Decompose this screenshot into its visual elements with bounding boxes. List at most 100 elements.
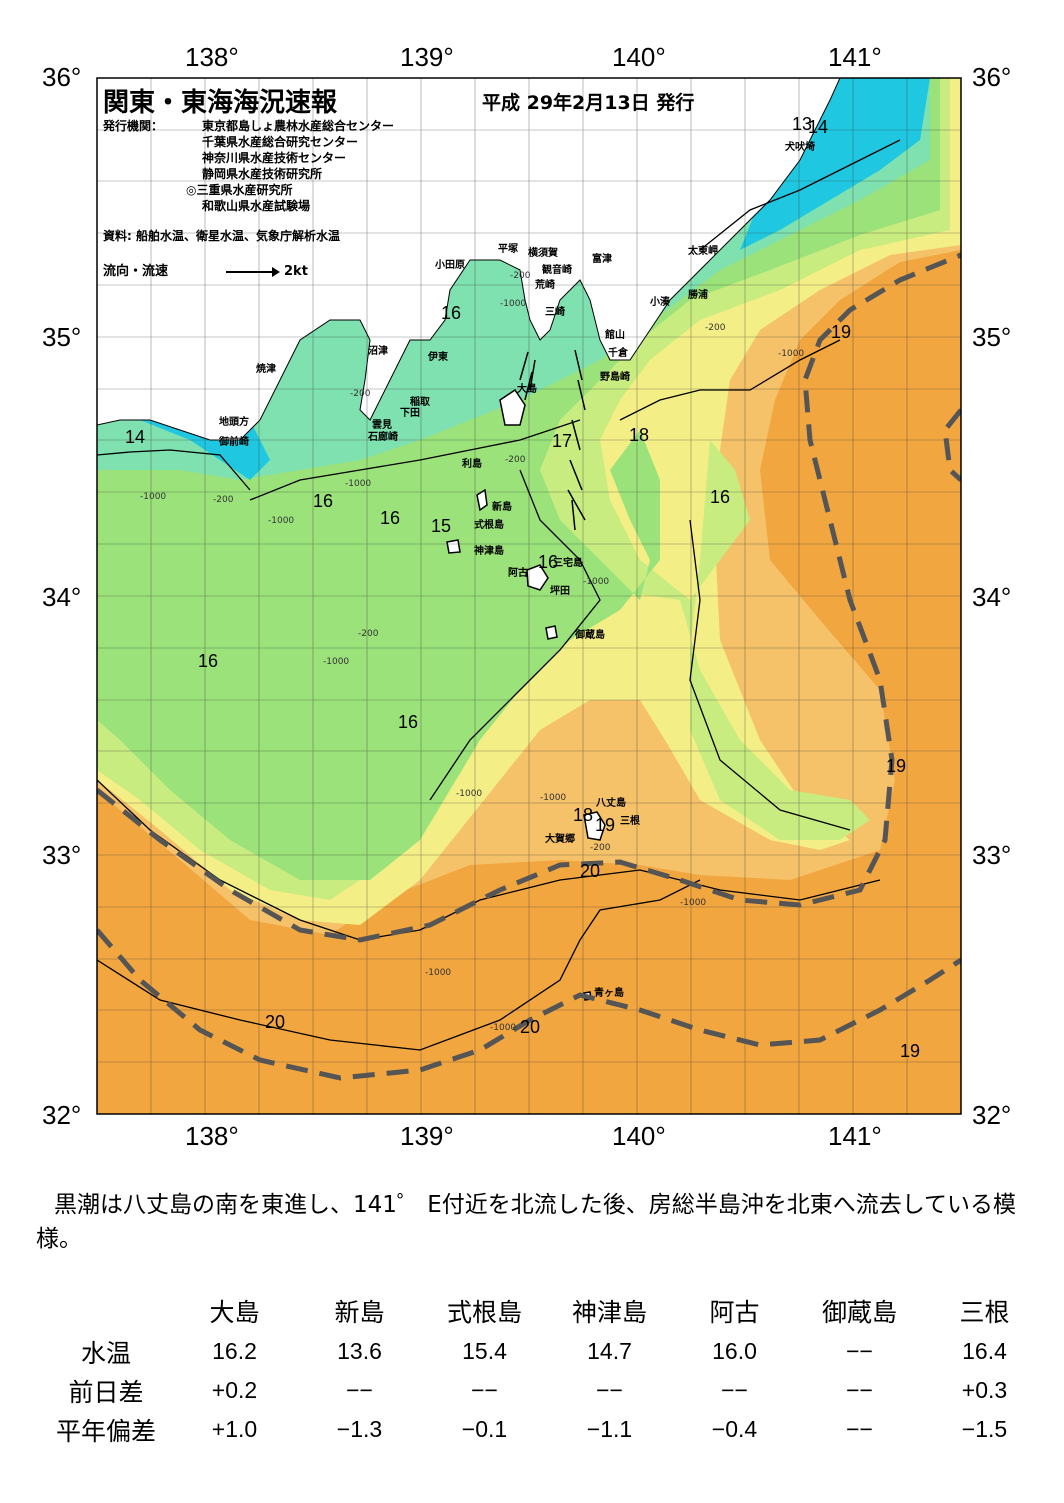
svg-text:20: 20: [520, 1017, 540, 1037]
row-label: 水温: [80, 1338, 131, 1368]
svg-text:利島: 利島: [462, 457, 482, 470]
svg-text:地頭方: 地頭方: [219, 415, 249, 428]
svg-text:-1000: -1000: [268, 516, 294, 526]
table-cell: −−: [846, 1338, 873, 1364]
table-row: 水温 16.2 13.6 15.4 14.7 16.0 −− 16.4: [40, 1332, 1047, 1371]
publisher-item: ◎三重県水産研究所: [186, 183, 293, 197]
issue-date: 平成 29年2月13日 発行: [482, 92, 695, 114]
lat-tick-label: 33°: [42, 840, 81, 870]
lon-tick-label: 138°: [185, 42, 239, 72]
publisher-item: 静岡県水産技術研究所: [202, 167, 323, 181]
svg-text:阿古: 阿古: [508, 566, 528, 579]
lon-tick-label: 140°: [612, 42, 666, 72]
current-vectors: [519, 349, 586, 531]
lat-tick-label: 35°: [972, 322, 1011, 352]
svg-text:-200: -200: [213, 495, 234, 505]
svg-text:15: 15: [431, 516, 451, 536]
svg-text:新島: 新島: [492, 500, 512, 513]
table-cell: +0.3: [961, 1377, 1008, 1403]
lat-ticks-right: 36° 35° 34° 33° 32°: [972, 62, 1011, 1130]
legend-arrow-icon: [226, 271, 278, 273]
svg-text:-1000: -1000: [500, 299, 526, 309]
svg-text:-1000: -1000: [456, 789, 482, 799]
table-cell: −0.4: [711, 1416, 758, 1442]
table-cell: −−: [721, 1377, 748, 1403]
publisher-list: 東京都島しょ農林水産総合センター 千葉県水産総合研究センター 神奈川県水産技術セ…: [186, 118, 394, 214]
svg-text:下田: 下田: [400, 407, 420, 419]
svg-text:-1000: -1000: [140, 492, 166, 502]
svg-text:青ヶ島: 青ヶ島: [594, 986, 624, 999]
svg-text:16: 16: [538, 552, 558, 572]
svg-text:-200: -200: [358, 629, 379, 639]
land-oshima: [499, 388, 526, 426]
map-frame: [96, 77, 962, 1115]
svg-text:坪田: 坪田: [550, 584, 570, 597]
lon-ticks-bottom: 138° 139° 140° 141°: [185, 1121, 882, 1151]
table-cell: −−: [846, 1377, 873, 1403]
table-cell: −−: [346, 1377, 373, 1403]
svg-text:-200: -200: [705, 323, 726, 333]
svg-text:館山: 館山: [604, 328, 625, 341]
table-cell: 16.2: [212, 1338, 257, 1364]
svg-text:-200: -200: [590, 843, 611, 853]
svg-text:野島崎: 野島崎: [600, 370, 630, 383]
svg-text:17: 17: [552, 431, 572, 451]
svg-text:大島: 大島: [517, 382, 537, 395]
publisher-item: 東京都島しょ農林水産総合センター: [202, 119, 395, 133]
svg-text:-1000: -1000: [425, 968, 451, 978]
lon-tick-label: 138°: [185, 1121, 239, 1151]
svg-text:太東岬: 太東岬: [687, 244, 718, 257]
svg-text:18: 18: [573, 805, 593, 825]
svg-text:-1000: -1000: [490, 1023, 516, 1033]
svg-text:千倉: 千倉: [608, 346, 629, 359]
svg-text:-1000: -1000: [345, 479, 371, 489]
legend-scale: 2kt: [284, 264, 308, 279]
lon-tick-label: 141°: [828, 42, 882, 72]
svg-text:焼津: 焼津: [256, 362, 276, 375]
table-cell: −0.1: [461, 1416, 508, 1442]
legend-label: 流向・流速: [103, 264, 169, 279]
column-header: 神津島: [571, 1298, 647, 1327]
svg-text:16: 16: [313, 491, 333, 511]
lat-lon-grid: [97, 78, 961, 1114]
svg-text:石廊崎: 石廊崎: [367, 430, 398, 443]
table-row: 前日差 +0.2 −− −− −− −− −− +0.3: [40, 1371, 1047, 1410]
table-cell: −−: [596, 1377, 623, 1403]
svg-text:三宅島: 三宅島: [553, 556, 583, 569]
svg-text:八丈島: 八丈島: [595, 796, 626, 809]
svg-text:-200: -200: [510, 271, 531, 281]
svg-text:16: 16: [380, 508, 400, 528]
column-header: 大島: [209, 1298, 260, 1327]
table-cell: −1.5: [961, 1416, 1008, 1442]
svg-text:-200: -200: [505, 455, 526, 465]
table-cell: 13.6: [337, 1338, 382, 1364]
lat-tick-label: 32°: [42, 1100, 81, 1130]
table-corner: [40, 1290, 172, 1332]
svg-text:沼津: 沼津: [368, 344, 388, 357]
lat-ticks-left: 36° 35° 34° 33° 32°: [42, 62, 81, 1130]
svg-text:観音崎: 観音崎: [542, 263, 572, 276]
summary-text: 黒潮は八丈島の南を東進し、141゜ E付近を北流した後、房総半島沖を北東へ流去し…: [36, 1192, 1017, 1252]
column-header: 御蔵島: [821, 1298, 897, 1327]
table-row: 平年偏差 +1.0 −1.3 −0.1 −1.1 −0.4 −− −1.5: [40, 1410, 1047, 1449]
lat-tick-label: 36°: [42, 62, 81, 92]
svg-text:御前崎: 御前崎: [218, 435, 249, 448]
svg-text:神津島: 神津島: [474, 544, 504, 557]
depth-labels: -200 -200 -200 -200 -200 -200 -200 -1000…: [140, 271, 804, 1033]
svg-text:16: 16: [398, 712, 418, 732]
svg-text:19: 19: [886, 756, 906, 776]
svg-text:稲取: 稲取: [410, 395, 431, 408]
map-title: 関東・東海海況速報: [103, 88, 338, 118]
table-cell: −1.3: [336, 1416, 383, 1442]
table-cell: +0.2: [211, 1377, 258, 1403]
lat-tick-label: 36°: [972, 62, 1011, 92]
observation-table: 大島 新島 式根島 神津島 阿古 御蔵島 三根 水温 16.2 13.6 15.…: [40, 1290, 1047, 1449]
svg-text:19: 19: [595, 815, 615, 835]
svg-text:三根: 三根: [620, 814, 640, 827]
table-cell: 16.4: [962, 1338, 1007, 1364]
svg-text:小田原: 小田原: [434, 258, 465, 271]
column-header: 新島: [334, 1298, 385, 1327]
lon-tick-label: 139°: [400, 1121, 454, 1151]
table-cell: 14.7: [587, 1338, 632, 1364]
legend-arrow-head-icon: [272, 267, 280, 277]
